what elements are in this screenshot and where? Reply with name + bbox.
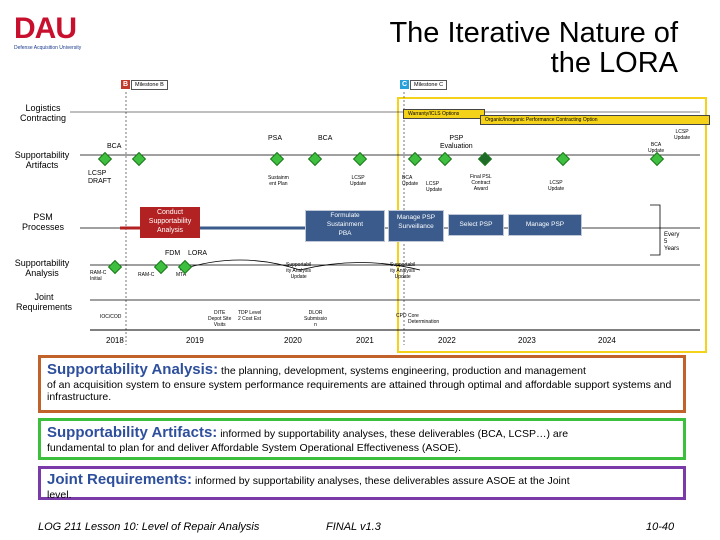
bca-update-label: BCA Update	[402, 175, 419, 187]
lcsp-draft-label: LCSP DRAFT	[88, 170, 112, 185]
definition-supportability-artifacts: Supportability Artifacts: informed by su…	[38, 418, 686, 460]
definition-body: informed by supportability analyses, the…	[217, 428, 569, 440]
definition-joint-requirements: Joint Requirements: informed by supporta…	[38, 466, 686, 501]
psp-evaluation-label: PSP Evaluation	[440, 135, 473, 150]
bca-label-2: BCA	[318, 135, 333, 142]
mta-label: MTA	[176, 272, 187, 278]
year-label: 2022	[438, 336, 456, 345]
conduct-supportability-analysis-box: Conduct Supportability Analysis	[140, 207, 200, 238]
definition-head: Joint Requirements:	[47, 471, 193, 488]
cpd-label: CPD	[396, 313, 407, 319]
tdp-cost-est-label: TDP Level 2 Cost Est	[238, 310, 262, 322]
year-label: 2018	[106, 336, 124, 345]
org-contracting-option-bar: Organic/Inorganic Performance Contractin…	[480, 115, 710, 125]
footer-course: LOG 211 Lesson 10: Level of Repair Analy…	[38, 521, 260, 533]
depot-site-visits-label: DITE Depot Site Visits	[208, 310, 232, 328]
row-label-joint-requirements: Joint Requirements	[15, 292, 73, 312]
final-psl-contract-label: Final PSL Contract Award	[470, 174, 492, 192]
lcsp-update-label-2: LCSP Update	[426, 181, 443, 193]
milestone-c-label: Milestone C	[410, 80, 448, 90]
formulate-sustainment-pba-box: Formulate Sustainment PBA	[305, 210, 385, 242]
lcsp-update-label-4: LCSP Update	[674, 129, 691, 141]
footer-page-number: 10-40	[646, 521, 675, 533]
bca-update-label-2: BCA Update	[648, 142, 665, 154]
ioc-cod-label: IOC/COD	[100, 314, 122, 320]
manage-psp-box: Manage PSP	[508, 214, 582, 236]
year-label: 2023	[518, 336, 536, 345]
definition-body: informed by supportability analyses, the…	[192, 475, 570, 487]
definition-supportability-analysis: Supportability Analysis: the planning, d…	[38, 355, 686, 413]
row-label-supportability-analysis: Supportability Analysis	[14, 258, 70, 278]
bca-label-1: BCA	[107, 143, 122, 150]
supportability-analysis-update-1: Supportabil ity Analysis Update	[286, 262, 312, 280]
psa-label: PSA	[268, 135, 283, 142]
analysis-arc-2	[299, 262, 421, 271]
milestone-c-marker: C	[400, 80, 409, 89]
definition-body: the planning, development, systems engin…	[218, 365, 586, 377]
title-line-1: The Iterative Nature of	[389, 17, 678, 49]
dlor-submission-label: DLOR Submissio n	[304, 310, 328, 328]
warranty-options-bar: Warranty/ICLS Options	[403, 109, 485, 119]
footer-version: FINAL v1.3	[326, 521, 381, 533]
dau-logo: DAU	[14, 12, 77, 45]
row-label-logistics-contracting: Logistics Contracting	[19, 103, 67, 123]
dau-logo-subtitle: Defense Acquisition University	[14, 45, 82, 51]
analysis-arc-1	[179, 259, 301, 271]
lcsp-update-label-3: LCSP Update	[548, 180, 565, 192]
milestone-b-label: Milestone B	[131, 80, 168, 90]
milestone-b-marker: B	[121, 80, 130, 89]
every-5-bracket	[650, 204, 661, 256]
row-label-psm-processes: PSM Processes	[21, 212, 65, 232]
definition-body-continued: fundamental to plan for and deliver Affo…	[47, 442, 462, 454]
core-determination-label: Core Determination	[408, 313, 440, 325]
every-5-years-label: Every 5 Years	[664, 232, 680, 252]
definition-body-continued: of an acquisition system to ensure syste…	[47, 379, 672, 403]
lcsp-update-label-1: LCSP Update	[350, 175, 367, 187]
sustainment-plan-label: Sustainm ent Plan	[268, 175, 289, 187]
select-psp-box: Select PSP	[448, 214, 504, 236]
year-label: 2021	[356, 336, 374, 345]
definition-head: Supportability Analysis:	[47, 361, 219, 378]
year-label: 2020	[284, 336, 302, 345]
supportability-analysis-update-2: Supportabil ity Analysis Update	[390, 262, 416, 280]
year-label: 2024	[598, 336, 616, 345]
title-line-2: the LORA	[550, 47, 678, 79]
row-label-supportability-artifacts: Supportability Artifacts	[14, 150, 70, 170]
definition-body-continued: level.	[47, 489, 72, 501]
ram-c-initial-label: RAM-C Initial	[90, 270, 107, 282]
manage-psp-surveillance-box: Manage PSP Surveillance	[388, 210, 444, 242]
fdm-label: FDM	[165, 250, 181, 257]
ram-c-label: RAM-C	[138, 272, 155, 278]
lora-label: LORA	[188, 250, 208, 257]
definition-head: Supportability Artifacts:	[47, 424, 218, 441]
page-title: The Iterative Nature of the LORA	[389, 18, 678, 78]
year-label: 2019	[186, 336, 204, 345]
